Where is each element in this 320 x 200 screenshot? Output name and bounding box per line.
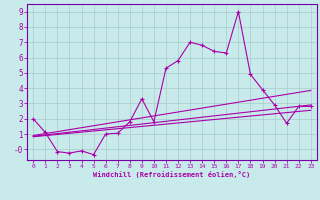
X-axis label: Windchill (Refroidissement éolien,°C): Windchill (Refroidissement éolien,°C) bbox=[93, 171, 251, 178]
